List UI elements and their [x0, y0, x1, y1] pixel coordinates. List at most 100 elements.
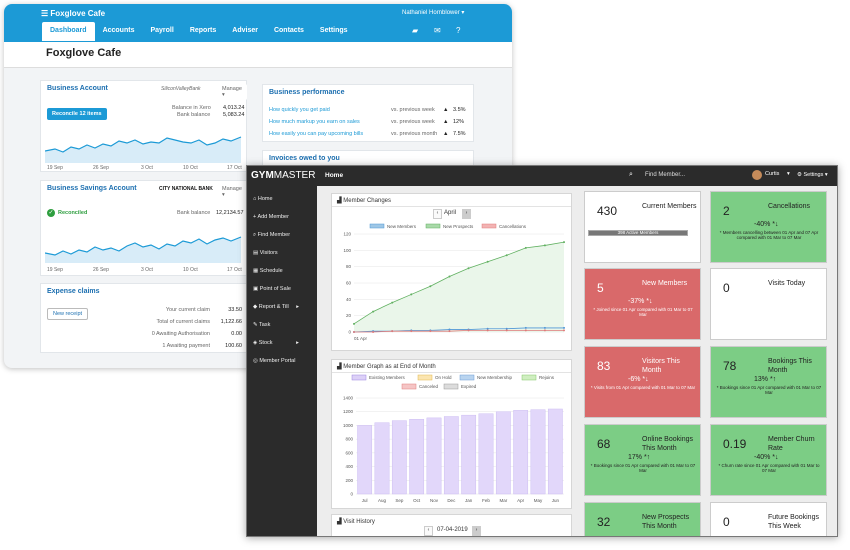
bank-balance-label: Bank balance [177, 210, 211, 216]
manage-label: Manage [222, 186, 242, 192]
user-name[interactable]: Curtis [765, 171, 780, 177]
sidebar-item-stock[interactable]: ◈ Stock ▸ [253, 340, 299, 346]
member-changes-chart: New Members New Prospects Cancellations 0 2… [343, 223, 565, 341]
nav-dashboard[interactable]: Dashboard [42, 22, 95, 41]
legend-swatch [443, 383, 459, 390]
date-tick: 17 Oct [227, 267, 242, 273]
find-member-input[interactable]: Find Member... [645, 172, 686, 178]
panel-title: Member Changes [343, 198, 391, 204]
breadcrumb-home[interactable]: Home [325, 172, 344, 179]
perf-link[interactable]: How easily you can pay upcoming bills [269, 131, 364, 137]
user-menu[interactable]: Nathaniel Hornblower ▾ [402, 10, 465, 16]
data-point [563, 326, 565, 329]
stat-card[interactable]: 0 Future Bookings This Week [710, 502, 827, 536]
stat-change: -40% *↓ [754, 454, 779, 461]
data-point [486, 260, 489, 263]
gymmaster-logo[interactable]: GYMMASTER [251, 170, 315, 181]
reconciled-status: Reconciled [58, 210, 88, 216]
sidebar-item-find-member[interactable]: ⌕ Find Member [253, 232, 290, 239]
sidebar-item-report-till[interactable]: ◆ Report & Till ▸ [253, 304, 299, 310]
bar-fill [589, 231, 687, 235]
search-icon[interactable]: ⌕ [629, 171, 633, 178]
sidebar-item-schedule[interactable]: ▦ Schedule [253, 268, 283, 274]
bar [513, 410, 529, 495]
help-icon[interactable]: ? [456, 26, 461, 35]
card-title: Invoices owed to you [269, 155, 340, 162]
sidebar-label: Member Portal [259, 358, 296, 364]
perf-value: 3.5% [453, 107, 466, 113]
claim-label: Your current claim [165, 307, 210, 313]
sidebar-item-home[interactable]: ⌂ Home [253, 196, 273, 202]
sidebar-item-add-member[interactable]: + Add Member [253, 214, 289, 220]
settings-menu[interactable]: ⚙ Settings ▾ [797, 172, 828, 178]
data-point [448, 328, 451, 331]
chart-legend: Existing Members On Hold New Membership Rej… [351, 374, 555, 390]
member-changes-panel: ▟ Member Changes ‹ April › New Members Ne… [331, 193, 572, 351]
series-area [354, 242, 564, 332]
reconcile-button[interactable]: Reconcile 12 items [47, 108, 107, 120]
prev-date-button[interactable]: ‹ [424, 526, 433, 536]
stat-card[interactable]: 0.19 Member Churn Rate -40% *↓ * Churn rate… [710, 424, 827, 496]
data-point [353, 322, 355, 325]
perf-link[interactable]: How quickly you get paid [269, 107, 330, 113]
nav-payroll[interactable]: Payroll [150, 27, 174, 34]
stat-card[interactable]: 83 Visitors This Month -6% *↓ * Visits from… [584, 346, 701, 418]
stat-change: -6% *↓ [628, 376, 649, 383]
sidebar-label: Report & Till [258, 304, 289, 310]
bar [443, 416, 459, 495]
avatar[interactable] [752, 170, 762, 180]
claim-label: 1 Awaiting payment [162, 343, 210, 349]
stat-note: * Bookings since 01 Apr compared with 01… [716, 385, 822, 395]
report-icon: ◆ [253, 304, 258, 310]
manage-button[interactable]: Manage ▾ [217, 184, 247, 200]
sidebar-item-visitors[interactable]: ▤ Visitors [253, 250, 278, 256]
legend-label: New Members [387, 224, 417, 229]
date-label: 07-04-2019 [437, 527, 468, 533]
nav-settings[interactable]: Settings [319, 27, 348, 34]
stat-card[interactable]: 68 Online Bookings This Month 17% *↑ * Book… [584, 424, 701, 496]
stat-card[interactable]: 32 New Prospects This Month [584, 502, 701, 536]
bar-label: 398 Active Members [617, 230, 659, 235]
new-receipt-button[interactable]: New receipt [47, 308, 89, 320]
legend-label: Existing Members [369, 375, 406, 380]
stat-card[interactable]: 5 New Members -37% *↓ * Joined since 01 Apr… [584, 268, 701, 340]
stat-card[interactable]: 78 Bookings This Month 13% *↑ * Bookings si… [710, 346, 827, 418]
sidebar-item-member-portal[interactable]: ◎ Member Portal [253, 358, 295, 364]
nav-adviser[interactable]: Adviser [232, 27, 258, 34]
stat-card[interactable]: 2 Cancellations -40% *↓ * Members cancellin… [710, 191, 827, 263]
chart-icon: ▟ [337, 519, 342, 525]
panel-title: Visit History [343, 519, 375, 525]
nav-contacts[interactable]: Contacts [273, 27, 304, 34]
data-point [467, 267, 470, 270]
nav-reports[interactable]: Reports [189, 27, 217, 34]
folder-icon[interactable]: ▰ [412, 26, 419, 35]
bar [547, 408, 563, 495]
next-date-button[interactable]: › [472, 526, 481, 536]
legend-label: Cancellations [499, 224, 527, 229]
stat-card[interactable]: 430 Current Members 398 Active Members [584, 191, 701, 263]
stat-label: Member Churn Rate [768, 436, 815, 452]
user-menu-caret[interactable]: ▾ [787, 171, 790, 177]
org-switcher[interactable]: ☰ Foxglove Cafe [41, 9, 106, 18]
bar [530, 409, 546, 495]
perf-link[interactable]: How much markup you earn on sales [269, 119, 360, 125]
stat-card[interactable]: 0 Visits Today [710, 268, 827, 340]
sidebar-item-point-of-sale[interactable]: ▣ Point of Sale [253, 286, 291, 292]
stat-label: Future Bookings This Week [768, 514, 819, 530]
data-point [372, 310, 375, 313]
next-month-button[interactable]: › [462, 209, 471, 219]
bar [461, 414, 477, 495]
perf-compare: vs. previous month [391, 131, 438, 137]
card-title: Expense claims [47, 288, 100, 295]
nav-accounts[interactable]: Accounts [102, 27, 135, 34]
prev-month-button[interactable]: ‹ [433, 209, 442, 219]
x-tick-label: Feb [482, 498, 490, 503]
x-tick-label: Apr [517, 498, 525, 503]
mail-icon[interactable]: ✉ [434, 26, 441, 35]
panel-header: ▟ Visit History [332, 515, 571, 528]
manage-button[interactable]: Manage ▾ [217, 84, 247, 100]
sidebar-item-task[interactable]: ✎ Task [253, 322, 270, 328]
xero-topbar: ☰ Foxglove Cafe Nathaniel Hornblower ▾ D… [4, 4, 512, 42]
perf-value: 7.5% [453, 131, 466, 137]
stat-label: Visitors This Month [642, 358, 680, 374]
